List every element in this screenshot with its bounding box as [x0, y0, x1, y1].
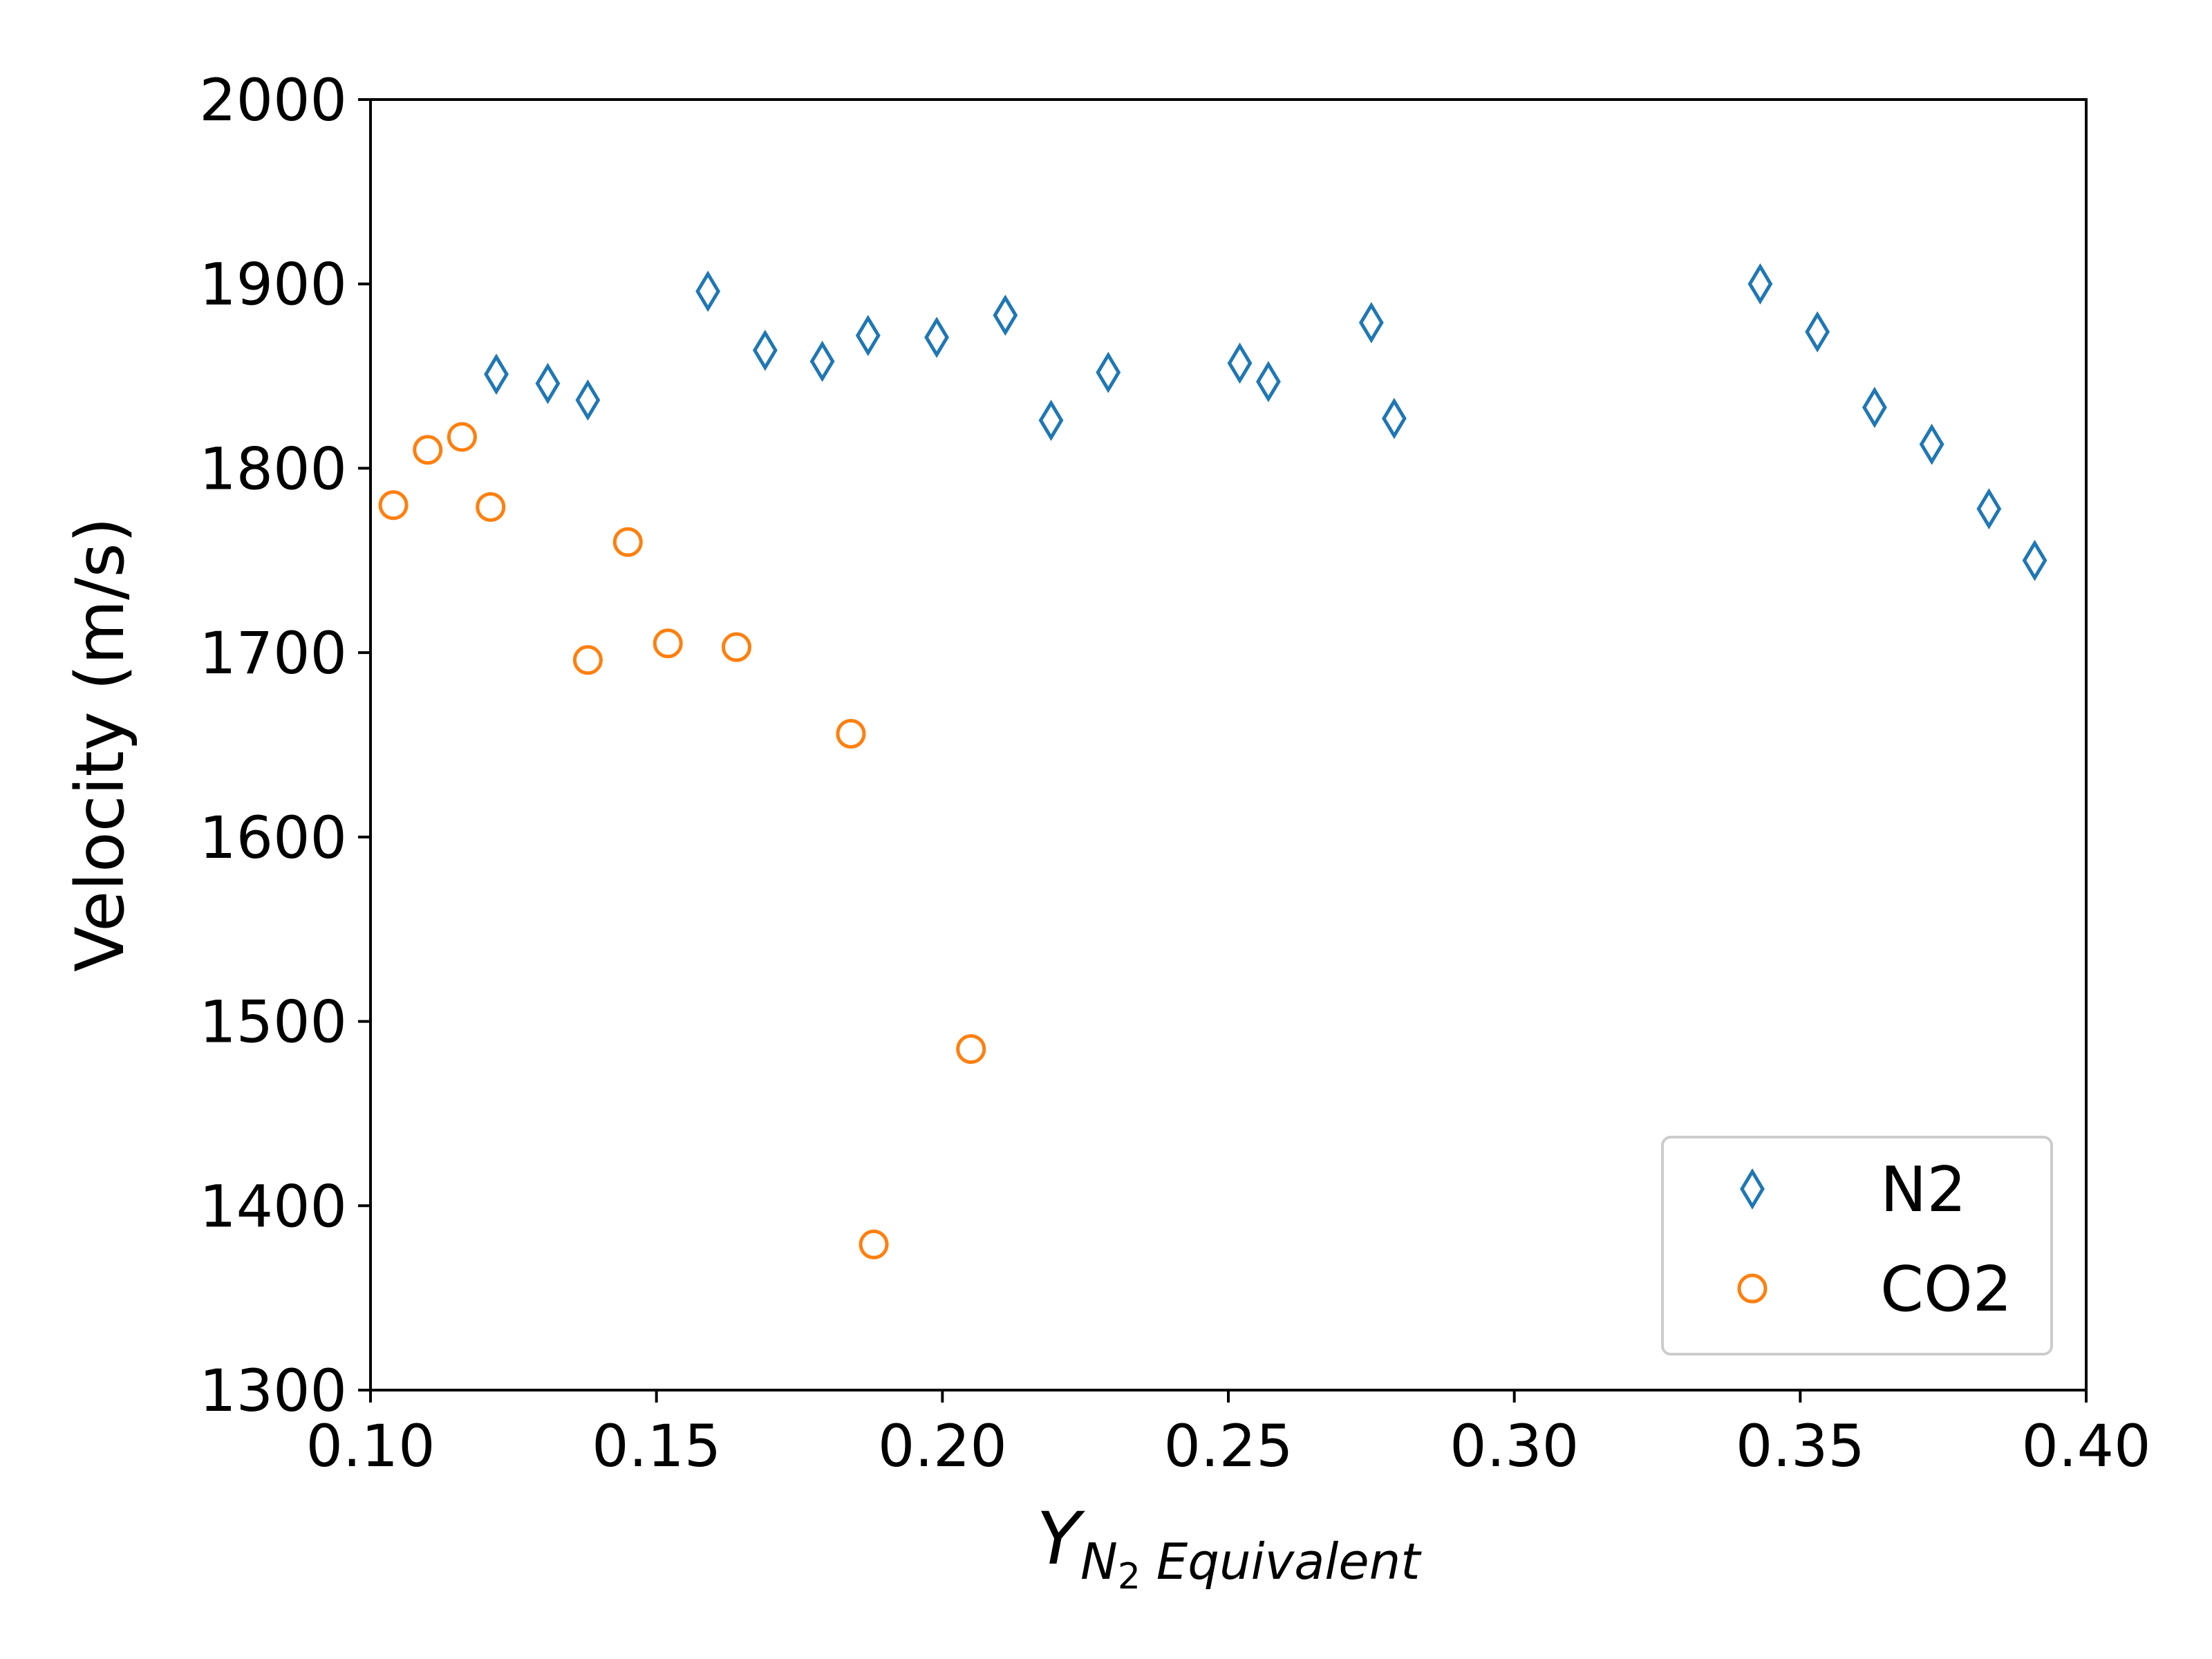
x-axis-label-main: Y: [1036, 1497, 1085, 1581]
data-point-co2: [836, 718, 866, 749]
x-axis-label: YN2 Equivalent: [1036, 1497, 1422, 1597]
data-point-n2: [1358, 301, 1384, 344]
data-point-n2: [993, 294, 1018, 336]
x-tick-label: 0.40: [2021, 1412, 2150, 1480]
data-point-co2: [653, 628, 683, 659]
data-point-n2: [1919, 423, 1944, 465]
data-point-n2: [1227, 342, 1253, 384]
y-tick-label: 1600: [199, 804, 347, 872]
legend-label-co2: CO2: [1880, 1253, 2012, 1326]
y-tick-label: 1300: [199, 1357, 347, 1425]
legend-marker-shape: [1740, 1168, 1765, 1210]
data-point-n2: [1805, 311, 1830, 353]
y-axis: 1300 1400 1500 1600 1700 1800 1900 2000: [199, 66, 371, 1425]
data-point-co2: [378, 490, 409, 521]
data-point-co2: [612, 527, 643, 557]
data-point-n2: [924, 317, 949, 358]
x-axis-label-subsubscript: 2: [1118, 1556, 1141, 1597]
data-point-n2: [752, 329, 778, 371]
x-tick-label: 0.15: [592, 1412, 721, 1480]
y-axis-label: Velocity (m/s): [62, 517, 139, 972]
y-tick-label: 1800: [199, 435, 347, 503]
data-point-n2: [855, 315, 881, 357]
data-points: [378, 263, 2047, 1259]
data-point-n2: [1038, 400, 1064, 441]
data-point-n2: [535, 362, 561, 404]
data-point-n2: [809, 340, 835, 382]
data-point-co2: [572, 645, 603, 675]
y-tick-label: 1400: [199, 1172, 347, 1240]
legend-marker-n2: [1740, 1168, 1765, 1210]
x-tick-label: 0.25: [1163, 1412, 1293, 1480]
data-point-n2: [1747, 263, 1773, 305]
data-point-co2: [447, 422, 477, 452]
x-axis: 0.10 0.15 0.20 0.25 0.30 0.35 0.40: [306, 1390, 2151, 1480]
data-point-co2: [956, 1034, 986, 1065]
y-tick-label: 1500: [199, 988, 347, 1056]
x-tick-label: 0.35: [1736, 1412, 1865, 1480]
data-point-co2: [721, 632, 751, 662]
legend-marker-co2: [1737, 1273, 1768, 1304]
data-point-n2: [1862, 386, 1887, 429]
legend-label-n2: N2: [1880, 1154, 1967, 1226]
legend-marker-shape: [1737, 1273, 1768, 1304]
legend: N2 CO2: [1661, 1136, 2053, 1356]
y-tick-label: 2000: [199, 66, 347, 134]
data-point-n2: [575, 379, 601, 421]
data-point-co2: [413, 435, 443, 465]
data-point-n2: [2022, 539, 2047, 581]
data-point-co2: [859, 1229, 889, 1259]
x-tick-label: 0.10: [306, 1412, 435, 1480]
x-axis-label-subscript: N: [1080, 1533, 1118, 1591]
x-axis-label-suffix: Equivalent: [1141, 1533, 1422, 1591]
data-point-n2: [1976, 488, 2002, 529]
x-tick-label: 0.30: [1450, 1412, 1579, 1480]
y-tick-label: 1900: [199, 251, 347, 319]
data-point-n2: [1255, 361, 1281, 402]
y-tick-label: 1700: [199, 619, 347, 687]
data-point-n2: [1382, 397, 1407, 440]
x-tick-label: 0.20: [878, 1412, 1007, 1480]
data-point-n2: [695, 270, 721, 312]
data-point-co2: [476, 491, 506, 522]
data-point-n2: [484, 353, 509, 395]
data-point-n2: [1096, 351, 1121, 393]
